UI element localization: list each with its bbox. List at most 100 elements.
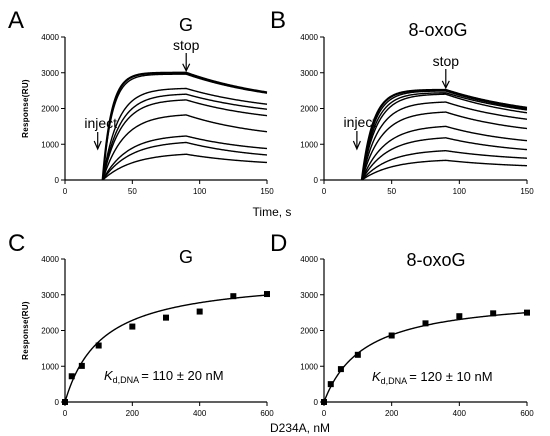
panel-d-data-point (337, 366, 344, 373)
panel-a-x-tick-label: 100 (193, 187, 207, 196)
panel-a-x-tick-label: 150 (260, 187, 274, 196)
panel-a-inject-arrow-head (93, 140, 102, 151)
panel-c-x-tick-label: 400 (193, 409, 207, 418)
panel-d-y-tick-label: 4000 (300, 255, 318, 264)
panel-c-kd-symbol: K (104, 368, 114, 383)
panel-b-x-tick-label: 100 (453, 187, 467, 196)
panel-a-y-tick-label: 3000 (41, 69, 59, 78)
panel-b-stop-arrow-head (441, 80, 450, 90)
panel-c-kd-subscript: d,DNA (113, 375, 140, 385)
panel-d-x-tick-label: 200 (385, 409, 399, 418)
panel-a-y-tick-label: 1000 (41, 140, 59, 149)
panel-c-x-tick-label: 200 (126, 409, 140, 418)
panel-a-sensorgram-curve (102, 93, 268, 181)
panel-b-inject-label: inject (344, 114, 377, 130)
panel-c-kd-value: = 110 ± 20 nM (141, 368, 223, 383)
panel-a-stop-arrow-head (182, 63, 191, 73)
panel-a-y-tick-label: 0 (55, 176, 60, 185)
panel-c-data-point (163, 314, 169, 321)
panel-b-sensorgram-curve (361, 111, 528, 181)
panel-b-y-tick-label: 1000 (300, 140, 318, 149)
panel-d-kd-subscript: d,DNA (381, 376, 408, 386)
panel-a-sensorgram-curve (102, 135, 268, 181)
panel-b-letter: B (270, 7, 286, 34)
panel-a-letter: A (8, 7, 24, 34)
panel-c-y-tick-label: 4000 (41, 255, 59, 264)
panel-d-x-tick-label: 600 (520, 409, 534, 418)
panel-c-data-point (78, 362, 85, 369)
panel-c-y-tick-label: 0 (55, 398, 60, 407)
panel-a-sensorgram-curve (102, 87, 268, 181)
panel-c-y-tick-label: 1000 (41, 362, 59, 371)
panel-d-data-point (354, 351, 361, 358)
panel-a-sensorgram-curve (101, 71, 268, 181)
panel-a-x-tick-label: 50 (128, 187, 137, 196)
panel-c-title: G (179, 247, 193, 267)
panel-c-data-point (129, 323, 136, 330)
panel-c-y-tick-label: 2000 (41, 327, 59, 336)
panel-c-data-point (196, 308, 203, 315)
panel-c-y-tick-label: 3000 (41, 291, 59, 300)
panel-d-kd-value: = 120 ± 10 nM (409, 369, 492, 384)
panel-a-sensorgram-curve (102, 141, 268, 181)
panel-d-x-tick-label: 400 (453, 409, 467, 418)
panel-d-y-tick-label: 3000 (300, 291, 318, 300)
panel-d-data-point (490, 310, 497, 317)
panel-a-inject-label: inject (84, 115, 117, 131)
panel-d-x-tick-label: 0 (322, 409, 327, 418)
panel-b-y-tick-label: 2000 (300, 105, 318, 114)
panel-d-y-tick-label: 0 (314, 398, 319, 407)
panel-b-sensorgram-curve (361, 93, 528, 181)
panel-c-x-tick-label: 0 (63, 409, 68, 418)
panel-a-stop-label: stop (173, 37, 200, 53)
panel-a-sensorgram-curve (102, 99, 268, 181)
shared-x-axis-label-top: Time, s (253, 205, 292, 219)
panel-c-data-point (264, 291, 270, 298)
panel-a-sensorgram-curve (102, 114, 268, 181)
panel-a-sensorgram-curve (102, 153, 268, 181)
panel-a-y-tick-label: 4000 (41, 33, 59, 42)
panel-d-title: 8-oxoG (406, 250, 465, 270)
panel-d-data-point (456, 313, 463, 320)
panel-b-inject-arrow-head (352, 140, 361, 151)
panel-b-sensorgram-curve (361, 90, 528, 181)
panel-b-sensorgram-curve (361, 101, 528, 181)
panel-b-sensorgram-curve (361, 137, 528, 181)
panel-b-title: 8-oxoG (408, 20, 467, 40)
panel-b-x-tick-label: 150 (520, 187, 534, 196)
panel-b-y-tick-label: 0 (314, 176, 319, 185)
panel-b-sensorgram-curve (360, 88, 528, 181)
panel-c-data-point (95, 342, 102, 349)
panel-d-data-point (524, 309, 530, 316)
panel-b-sensorgram-curve (361, 149, 528, 181)
panel-a-y-tick-label: 2000 (41, 105, 59, 114)
panel-b-x-tick-label: 0 (322, 187, 327, 196)
panel-b-sensorgram-curve (361, 92, 528, 181)
panel-d-kd-symbol: K (372, 369, 382, 384)
panel-b-sensorgram-curve (361, 125, 528, 181)
panel-c-kd-label: Kd,DNA = 110 ± 20 nM (104, 368, 224, 385)
panel-a-title: G (179, 15, 193, 35)
panel-a-x-tick-label: 0 (63, 187, 68, 196)
shared-x-axis-label-bottom: D234A, nM (270, 421, 330, 435)
panel-c-y-axis-label: Response(RU) (21, 301, 30, 360)
panel-c-fit-curve (64, 294, 268, 403)
panel-b-y-tick-label: 4000 (300, 33, 318, 42)
panel-d-kd-label: Kd,DNA = 120 ± 10 nM (372, 369, 493, 386)
panel-d-data-point (388, 332, 395, 339)
panel-b-stop-label: stop (433, 53, 460, 69)
panel-a-sensorgram-curve (102, 73, 268, 181)
panel-c-letter: C (8, 230, 25, 257)
panel-d-letter: D (270, 230, 287, 257)
panel-b-y-tick-label: 3000 (300, 69, 318, 78)
panel-d-data-point (422, 320, 429, 327)
panel-c-data-point (230, 293, 237, 300)
panel-c-data-point (68, 373, 75, 380)
panel-d-y-tick-label: 2000 (300, 327, 318, 336)
panel-d-data-point (327, 381, 334, 388)
panel-c-x-tick-label: 600 (260, 409, 274, 418)
panel-b-x-tick-label: 50 (387, 187, 396, 196)
panel-c-data-point (62, 399, 68, 405)
panel-d-y-tick-label: 1000 (300, 362, 318, 371)
